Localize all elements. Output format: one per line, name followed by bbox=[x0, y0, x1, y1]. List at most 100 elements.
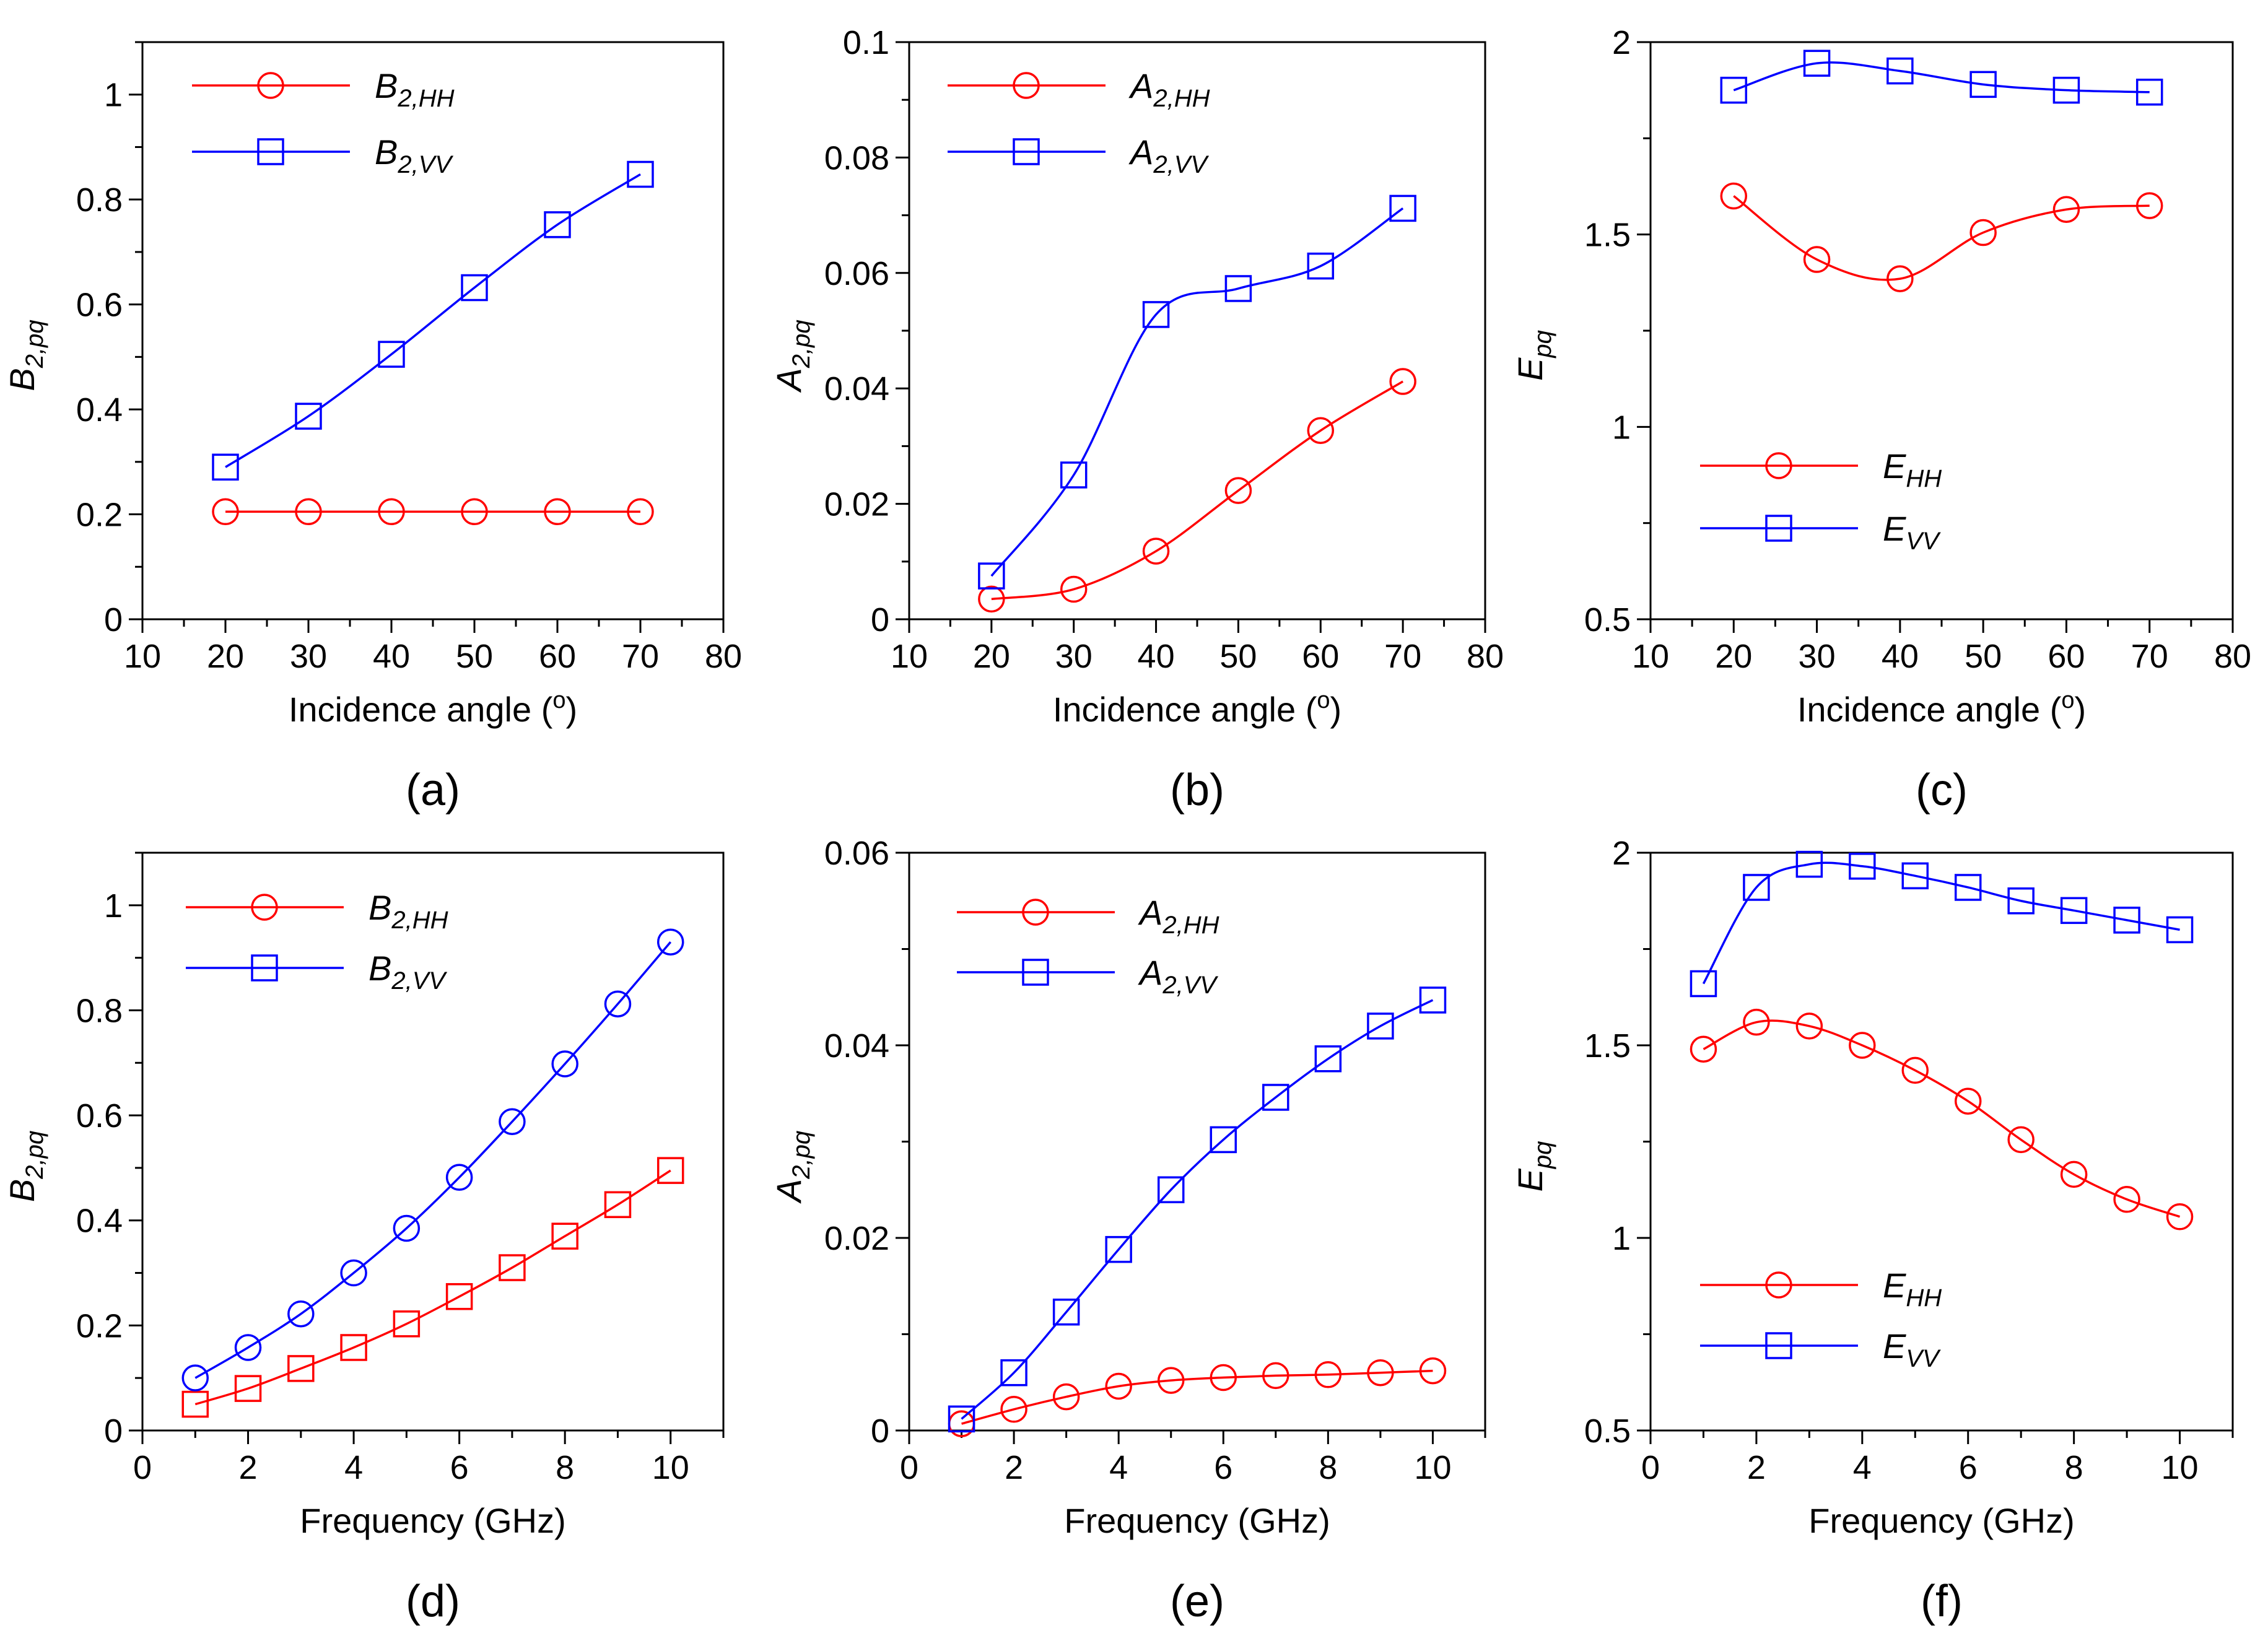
y-tick-label: 0.5 bbox=[1584, 601, 1631, 638]
y-tick-label: 0.2 bbox=[76, 1307, 123, 1344]
series-line bbox=[991, 380, 1404, 601]
legend-label-base: B bbox=[369, 949, 391, 988]
y-tick-label: 0.5 bbox=[1584, 1413, 1631, 1450]
plot-frame bbox=[141, 851, 725, 1432]
y-tick-label: 0.6 bbox=[76, 287, 123, 324]
panel-a: 10 20 30 40 50 60 70 80 0 0.2 0.4 0.6 0.8 1 Incidence … bbox=[2, 41, 742, 815]
data-point bbox=[445, 1282, 473, 1310]
x-tick-label: 30 bbox=[1799, 638, 1836, 675]
legend-label-base: A bbox=[1128, 133, 1153, 172]
x-tick-label: 10 bbox=[2161, 1449, 2199, 1486]
series-b2vv bbox=[181, 928, 684, 1391]
x-axis-label: Incidence angle (o) bbox=[1797, 687, 2086, 729]
x-tick-label: 2 bbox=[1747, 1449, 1766, 1486]
series-line bbox=[194, 941, 672, 1379]
x-tick-label: 2 bbox=[239, 1449, 258, 1486]
data-point bbox=[212, 453, 239, 481]
legend-label-sub: VV bbox=[1906, 528, 1941, 555]
series-line bbox=[961, 1369, 1433, 1425]
y-axis-label-base: E bbox=[1511, 357, 1550, 381]
y-tick-label: 2 bbox=[1612, 835, 1631, 872]
legend-label: B2,HH bbox=[375, 66, 455, 112]
y-tick-label: 0.8 bbox=[76, 992, 123, 1029]
y-axis-label: Epq bbox=[1511, 330, 1556, 381]
y-axis-label-sub: pq bbox=[1529, 1141, 1556, 1170]
y-axis-label-sub: pq bbox=[1529, 330, 1556, 359]
x-axis-label-close: ) bbox=[1330, 690, 1342, 729]
legend-marker bbox=[1022, 899, 1049, 926]
legend-label: A2,HH bbox=[1128, 66, 1210, 112]
data-point bbox=[1367, 1359, 1394, 1387]
legend-marker bbox=[1022, 959, 1049, 986]
series-a2vv bbox=[978, 194, 1416, 590]
y-tick-label: 0.04 bbox=[824, 1027, 889, 1065]
data-point bbox=[656, 1157, 684, 1184]
legend-label-base: E bbox=[1883, 1326, 1906, 1365]
series-line bbox=[1703, 1019, 2181, 1218]
data-point bbox=[1901, 862, 1929, 890]
legend-label: B2,VV bbox=[369, 949, 447, 995]
data-point bbox=[499, 1108, 526, 1136]
data-point bbox=[1105, 1372, 1132, 1400]
x-tick-label: 80 bbox=[705, 638, 742, 675]
legend-entry: B2,HH bbox=[192, 66, 455, 112]
data-point bbox=[1262, 1084, 1289, 1111]
series-evv bbox=[1720, 50, 2163, 106]
series-line bbox=[194, 1169, 671, 1406]
legend-label: A2,VV bbox=[1138, 953, 1218, 999]
series-evv bbox=[1690, 850, 2194, 998]
y-tick-label: 0 bbox=[104, 1413, 123, 1450]
legend-label-sub: HH bbox=[1906, 465, 1942, 492]
x-tick-label: 6 bbox=[1214, 1449, 1232, 1486]
legend-entry: B2,VV bbox=[186, 949, 447, 995]
legend-label-sub: 2,HH bbox=[1153, 85, 1210, 112]
x-tick-label: 70 bbox=[622, 638, 659, 675]
x-tick-label: 80 bbox=[2214, 638, 2251, 675]
data-point bbox=[1105, 1235, 1132, 1263]
x-tick-label: 50 bbox=[456, 638, 493, 675]
data-point bbox=[627, 498, 654, 526]
data-point bbox=[2052, 76, 2080, 104]
data-point bbox=[461, 498, 488, 526]
legend-label: A2,HH bbox=[1138, 893, 1219, 939]
x-axis-label-text: Incidence angle ( bbox=[289, 690, 553, 729]
data-point bbox=[1419, 1357, 1447, 1385]
legend-label-base: A bbox=[1128, 66, 1153, 105]
x-tick-label: 80 bbox=[1467, 638, 1504, 675]
x-axis-label-degree: o bbox=[2061, 687, 2074, 713]
legend-label: EVV bbox=[1883, 509, 1941, 555]
legend-label: B2,HH bbox=[369, 888, 448, 934]
data-point bbox=[1314, 1361, 1342, 1388]
data-point bbox=[1743, 874, 1770, 901]
data-point bbox=[295, 403, 322, 430]
x-tick-label: 10 bbox=[124, 638, 161, 675]
legend-label-sub: 2,VV bbox=[397, 151, 453, 178]
panel-c: 10 20 30 40 50 60 70 80 0.5 1 1.5 2 Incidence angle … bbox=[1511, 24, 2251, 815]
x-axis-label: Frequency (GHz) bbox=[300, 1501, 565, 1540]
data-point bbox=[445, 1164, 473, 1191]
y-axis-label-base: A bbox=[769, 1179, 808, 1204]
data-point bbox=[948, 1405, 975, 1433]
data-point bbox=[287, 1300, 315, 1328]
y-axis-label: B2,pq bbox=[2, 1131, 48, 1202]
y-axis-label: A2,pq bbox=[769, 1131, 815, 1204]
x-tick-label: 10 bbox=[1414, 1449, 1451, 1486]
data-point bbox=[2166, 916, 2194, 944]
legend-marker bbox=[257, 72, 284, 99]
x-tick-label: 40 bbox=[373, 638, 410, 675]
series-b2hh bbox=[212, 498, 654, 526]
y-axis-label: A2,pq bbox=[769, 320, 815, 393]
y-axis-label-base: B bbox=[2, 1179, 41, 1202]
data-point bbox=[1142, 301, 1170, 328]
data-point bbox=[1052, 1383, 1080, 1411]
data-point bbox=[1969, 219, 1997, 246]
y-tick-label: 0.02 bbox=[824, 1220, 889, 1257]
data-point bbox=[2052, 196, 2080, 224]
series-b2vv bbox=[212, 160, 654, 481]
legend-marker bbox=[1013, 138, 1040, 165]
y-tick-label: 0.4 bbox=[76, 391, 123, 429]
data-point bbox=[1052, 1298, 1080, 1326]
series-line bbox=[1702, 861, 2180, 985]
data-point bbox=[1224, 275, 1252, 302]
x-axis-label-close: ) bbox=[2075, 690, 2087, 729]
